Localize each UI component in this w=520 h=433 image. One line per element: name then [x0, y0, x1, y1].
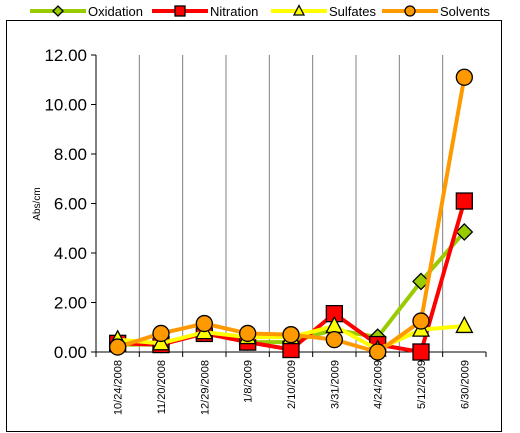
- y-tick-label: 0.00: [54, 343, 87, 362]
- y-tick-labels: 0.00 2.00 4.00 6.00 8.00 10.00 12.00: [44, 46, 96, 362]
- y-tick-label: 4.00: [54, 244, 87, 263]
- legend-item-solvents: Solvents: [382, 4, 490, 19]
- legend-item-sulfates: Sulfates: [271, 4, 376, 19]
- legend-circle-icon: [404, 5, 416, 17]
- x-tick-label: 2/10/2009: [286, 360, 298, 409]
- legend: Oxidation Nitration Sulfates Solvents: [30, 4, 490, 19]
- x-tick-label: 3/31/2009: [329, 360, 341, 409]
- nitration-point: [412, 343, 430, 361]
- x-tick-label: 12/29/2008: [199, 360, 211, 415]
- legend-square-icon: [174, 5, 186, 17]
- x-tick-label: 10/24/2008: [113, 360, 125, 415]
- sulfates-point: [455, 315, 474, 334]
- x-tick-labels: 10/24/2008 11/20/2008 12/29/2008 1/8/2009 2/…: [95, 352, 487, 415]
- solvents-point: [109, 338, 127, 356]
- x-tick-label: 4/24/2009: [373, 360, 385, 409]
- legend-triangle-icon: [292, 4, 306, 16]
- legend-label: Solvents: [440, 4, 490, 19]
- y-tick-label: 2.00: [54, 294, 87, 313]
- legend-item-nitration: Nitration: [152, 4, 258, 19]
- nitration-point: [455, 192, 473, 210]
- x-tick-label: 11/20/2008: [156, 360, 168, 414]
- solvents-point: [369, 343, 387, 361]
- series-solvents: [109, 68, 473, 361]
- chart-border: [6, 20, 502, 432]
- solvents-point: [239, 324, 257, 343]
- x-tick-label: 5/12/2009: [416, 360, 428, 409]
- solvents-point: [325, 330, 343, 349]
- series-group: [108, 68, 474, 361]
- legend-label: Nitration: [210, 4, 258, 19]
- solvents-point: [282, 326, 300, 344]
- solvents-point: [152, 324, 170, 343]
- axes: [95, 55, 486, 353]
- solvents-line: [117, 76, 467, 354]
- oxidation-point: [455, 223, 474, 241]
- grid-lines: [138, 55, 444, 352]
- y-axis-label: Abs/cm: [32, 187, 43, 220]
- oxidation-point: [412, 272, 430, 291]
- legend-label: Sulfates: [329, 4, 376, 19]
- y-tick-label: 6.00: [54, 195, 87, 214]
- solvents-point: [195, 314, 213, 333]
- x-tick-label: 1/8/2009: [243, 360, 255, 403]
- y-tick-label: 12.00: [44, 46, 87, 65]
- x-tick-label: 6/30/2009: [459, 360, 471, 409]
- legend-label: Oxidation: [88, 4, 143, 19]
- y-tick-label: 10.00: [44, 96, 87, 115]
- solvents-point: [412, 312, 430, 330]
- legend-diamond-icon: [52, 5, 64, 17]
- solvents-point: [455, 68, 473, 86]
- sulfates-point: [151, 333, 171, 351]
- legend-item-oxidation: Oxidation: [30, 4, 143, 19]
- y-tick-label: 8.00: [54, 145, 87, 164]
